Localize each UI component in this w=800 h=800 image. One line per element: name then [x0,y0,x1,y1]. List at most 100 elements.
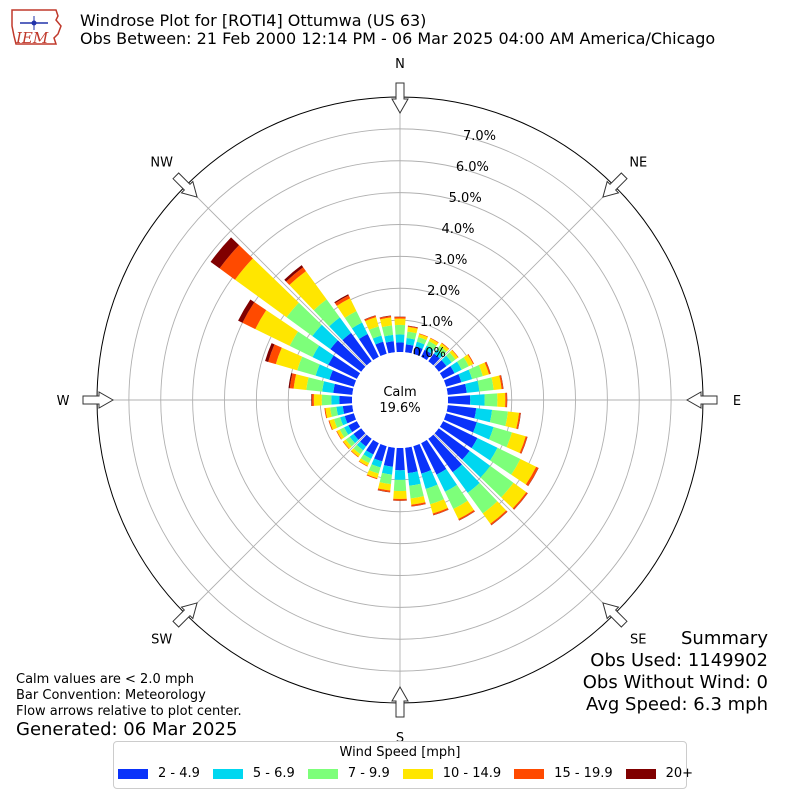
windrose-bar-segment [436,468,457,492]
legend-item: 15 - 19.9 [514,766,613,781]
flow-arrow-icon [602,602,628,628]
windrose-bar-segment [425,484,444,505]
windrose-bar-segment [329,419,338,430]
windrose-bar-segment [486,361,491,374]
windrose-bar-segment [506,392,508,408]
summary-avg-speed: Avg Speed: 6.3 mph [586,694,768,715]
windrose-bar-segment [449,350,459,360]
windrose-bar-segment [407,325,418,328]
windrose-bar-segment [297,356,320,376]
windrose-bar-segment [381,325,394,337]
windrose-bar-segment [490,447,521,475]
windrose-bar-segment [457,357,469,370]
windrose-bar-segment [393,498,407,501]
iem-logo: IEM [6,6,66,50]
legend-item: 20+ [625,766,693,781]
legend-label: 7 - 9.9 [347,766,390,781]
windrose-bar-segment [428,434,463,473]
windrose-bar-segment [360,434,372,447]
windrose-bar-segment [434,360,447,372]
windrose-bar-segment [339,427,349,438]
windrose-bar-segment [406,331,417,340]
chart-title: Windrose Plot for [ROTI4] Ottumwa (US 63… [80,11,427,30]
windrose-bar-segment [450,361,462,374]
compass-label-nw: NW [150,156,173,171]
windrose-bar-segment [471,437,498,461]
windrose-bar-segment [511,458,537,485]
windrose-bar-segment [366,474,378,480]
calm-label: Calm [383,385,416,400]
legend-swatch [118,768,148,779]
windrose-bar-segment [439,343,449,352]
windrose-bar-segment [366,439,379,455]
windrose-bar-segment [330,406,338,417]
windrose-bar-segment [393,479,407,492]
grid-spoke [185,433,367,615]
windrose-bar-segment [344,311,363,329]
windrose-bar-segment [407,471,421,486]
windrose-bar-segment [359,333,379,361]
summary-box: Summary Obs Used: 1149902 Obs Without Wi… [583,628,768,716]
windrose-bar-segment [453,500,474,519]
windrose-bar-segment [336,298,357,318]
windrose-bar-segment [405,344,414,354]
windrose-bar-segment [374,443,387,462]
windrose-bar-segment [482,501,507,524]
windrose-bar-segment [210,237,240,269]
windrose-bar-segment [424,345,434,354]
windrose-bar-segment [377,489,391,493]
windrose-bar-segment [394,316,406,319]
chart-subtitle: Obs Between: 21 Feb 2000 12:14 PM - 06 M… [80,29,716,48]
legend-label: 15 - 19.9 [554,766,613,781]
windrose-bar-segment [377,488,391,493]
windrose-bar-segment [313,394,322,406]
windrose-bar-segment [275,347,303,371]
windrose-bar-segment [336,429,345,440]
windrose-bar-segment [358,461,368,467]
windrose-bar-segment [505,411,520,429]
windrose-bar-segment [265,343,275,362]
flow-arrow-icon [172,172,198,198]
windrose-bar-segment [351,448,361,457]
windrose-bar-segment [421,439,447,475]
grid-spoke [433,433,615,615]
windrose-bar-segment [474,408,493,423]
windrose-bar-segment [478,362,489,377]
windrose-bar-segment [489,409,508,427]
windrose-bar-segment [519,436,528,454]
windrose-bar-segment [235,258,299,318]
windrose-bar-segment [371,458,383,468]
windrose-bar-segment [293,374,309,390]
windrose-bar-segment [468,365,483,380]
windrose-bar-segment [334,294,349,304]
windrose-bar-segment [405,338,415,346]
windrose-bar-segment [491,375,502,390]
windrose-bar-segment [426,341,437,350]
windrose-bar-segment [345,436,356,447]
logo-text: IEM [15,29,49,47]
windrose-bar-segment [458,511,475,521]
windrose-bar-segment [527,467,539,487]
calm-note: Calm values are < 2.0 mph [16,672,195,687]
windrose-bar-segment [286,267,306,286]
compass-label-e: E [733,394,741,409]
windrose-bar-segment [411,503,426,507]
windrose-bar-segment [470,394,485,406]
windrose-bar-segment [421,349,432,361]
windrose-bar-segment [330,340,366,372]
windrose-bar-segment [375,341,387,357]
compass-label-n: N [395,57,405,72]
windrose-bar-segment [480,465,514,498]
windrose-bar-segment [443,374,462,387]
windrose-bar-segment [517,412,521,430]
windrose-bar-segment [421,470,438,489]
windrose-bar-segment [405,446,418,474]
windrose-bar-segment [353,444,364,455]
windrose-bar-segment [350,450,359,458]
windrose-bar-segment [415,341,425,349]
compass-label-sw: SW [151,632,172,647]
windrose-bar-segment [505,392,507,408]
windrose-bar-segment [393,500,407,501]
generated-date: Generated: 06 Mar 2025 [16,719,238,740]
windrose-bar-segment [467,482,498,514]
